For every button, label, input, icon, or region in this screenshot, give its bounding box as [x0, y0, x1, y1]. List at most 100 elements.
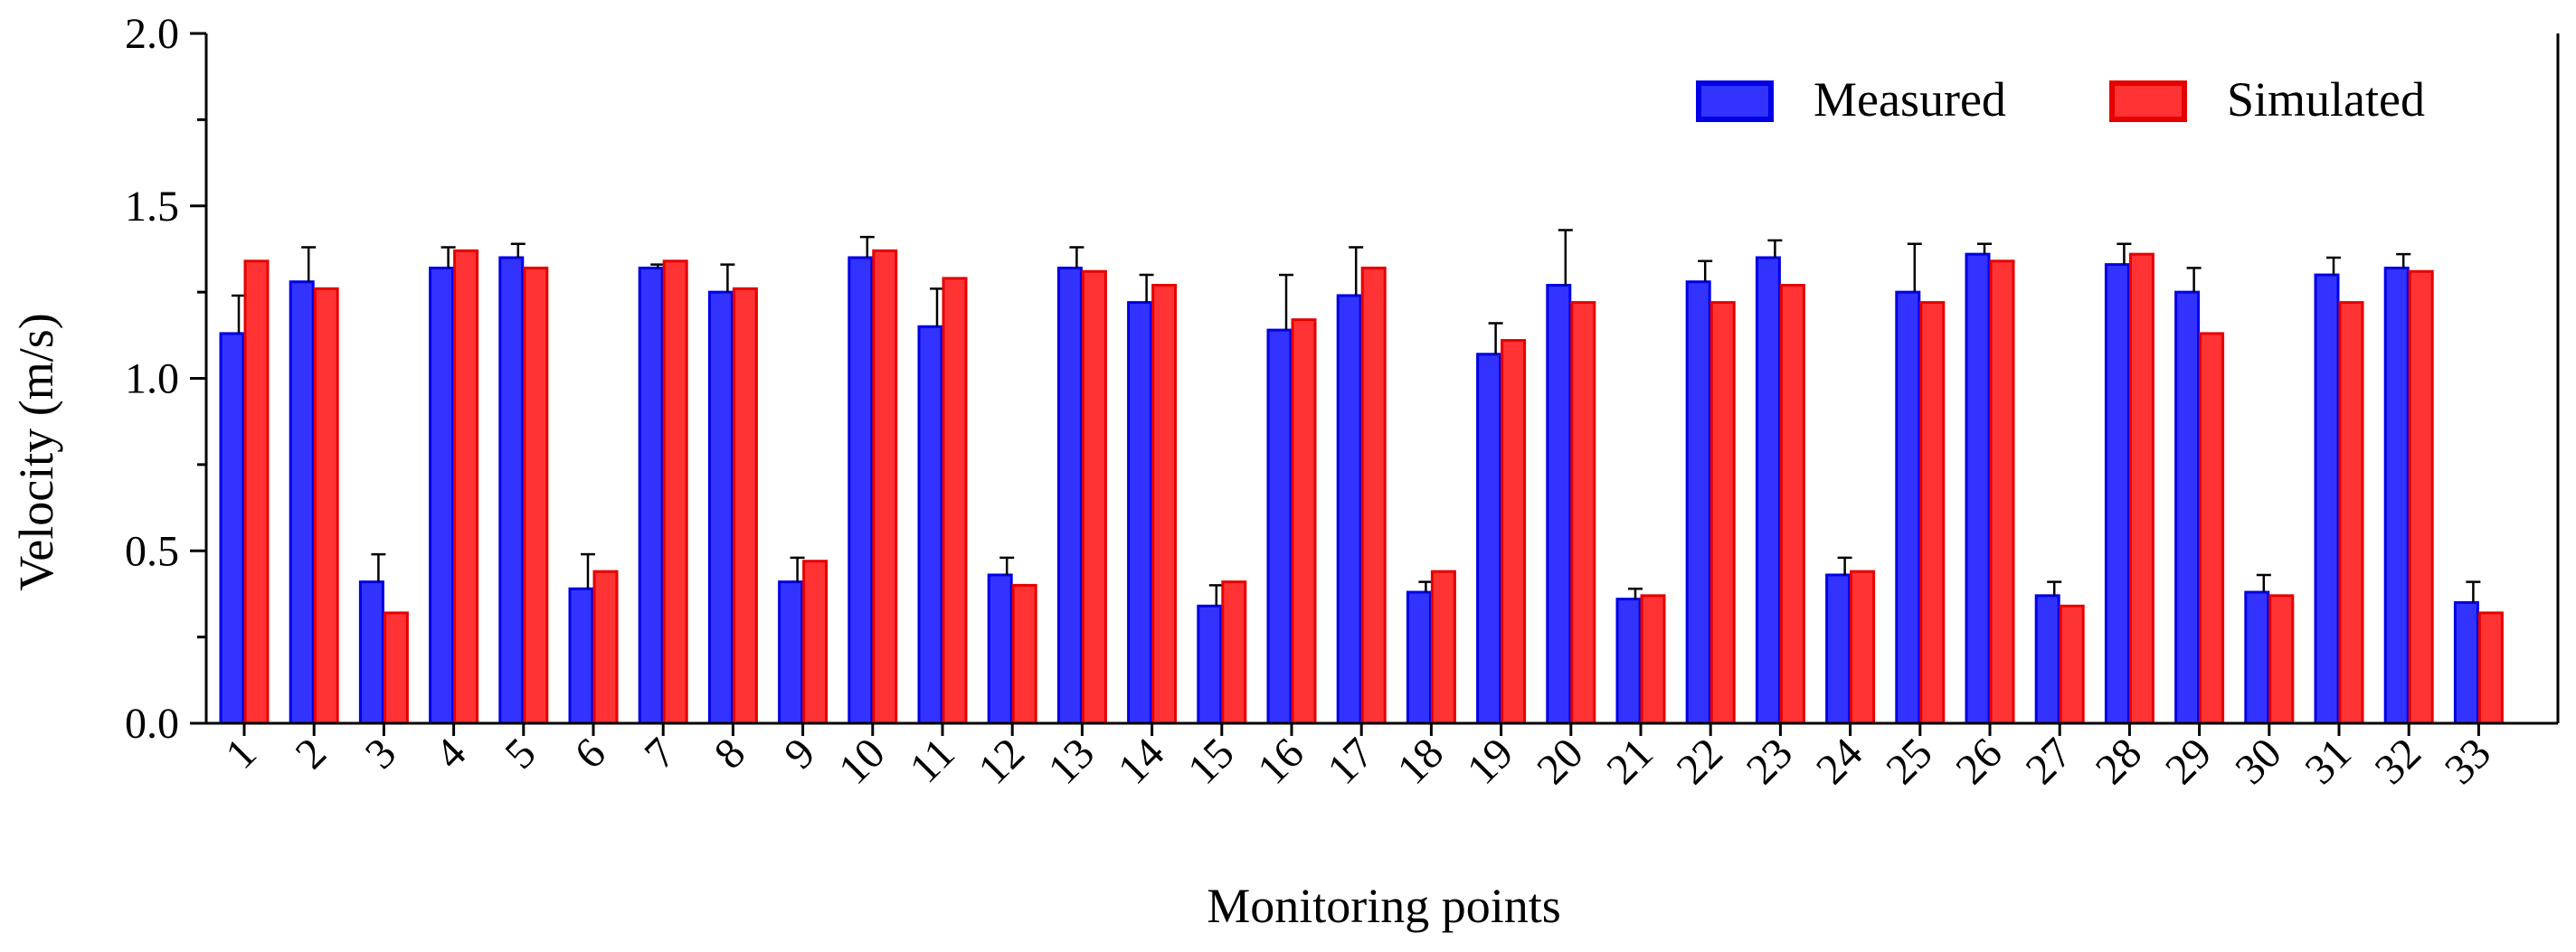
bar-simulated: [1501, 339, 1527, 725]
bar-measured: [1336, 294, 1362, 725]
bar-measured: [219, 332, 245, 725]
bar-measured: [289, 280, 315, 725]
x-tick-label: 23: [1738, 729, 1802, 793]
bar-simulated: [802, 560, 829, 725]
bar-measured: [987, 573, 1013, 725]
y-tick-label: 1.0: [125, 355, 179, 403]
bar-simulated: [1850, 570, 1876, 725]
bar-simulated: [872, 249, 898, 725]
x-tick-label: 13: [1039, 729, 1103, 793]
x-tick-label: 14: [1109, 729, 1173, 793]
legend-swatch-measured: [1696, 80, 1774, 122]
bar-simulated: [2338, 301, 2364, 725]
bar-simulated: [1640, 594, 1666, 725]
x-tick-label: 2: [287, 729, 336, 778]
x-tick-label: 10: [829, 729, 894, 793]
bar-simulated: [1291, 318, 1317, 725]
x-tick-label: 28: [2087, 729, 2151, 793]
bar-measured: [1825, 573, 1852, 725]
x-tick-label: 19: [1458, 729, 1522, 793]
x-tick-label: 21: [1597, 729, 1662, 793]
bar-measured: [2383, 266, 2410, 725]
bar-measured: [2174, 290, 2201, 725]
x-tick-label: 31: [2296, 729, 2360, 793]
x-tick-label: 18: [1388, 729, 1453, 793]
bar-measured: [2453, 600, 2479, 725]
bar-simulated: [1430, 570, 1456, 725]
bar-measured: [2244, 590, 2270, 725]
x-tick-label: 24: [1807, 729, 1871, 793]
bar-measured: [917, 325, 943, 725]
bar-simulated: [1989, 259, 2015, 725]
x-tick-label: 32: [2366, 729, 2430, 793]
bar-measured: [1127, 301, 1153, 725]
x-tick-label: 3: [356, 729, 405, 778]
bar-measured: [638, 266, 664, 725]
bar-measured: [1755, 256, 1781, 725]
bar-measured: [2314, 273, 2340, 725]
x-tick-label: 12: [970, 729, 1034, 793]
bar-measured: [358, 580, 384, 725]
bar-measured: [1197, 604, 1223, 725]
bar-measured: [1406, 590, 1432, 725]
y-tick-label: 2.0: [125, 10, 179, 58]
x-tick-label: 16: [1248, 729, 1312, 793]
x-tick-label: 4: [426, 729, 475, 778]
y-tick-label: 1.5: [125, 183, 179, 231]
y-ticks: 0.0 0.5 1.0 1.5 2.0: [125, 10, 206, 748]
bar-simulated: [2477, 611, 2504, 725]
bar-simulated: [1360, 266, 1387, 725]
bar-simulated: [942, 277, 968, 725]
x-tick-label: 17: [1319, 729, 1383, 793]
x-tick-label: 20: [1528, 729, 1592, 793]
x-tick-label: 6: [565, 729, 614, 778]
bar-simulated: [523, 266, 549, 725]
bar-simulated: [383, 611, 409, 725]
x-tick-label: 22: [1668, 729, 1732, 793]
bar-simulated: [1709, 301, 1736, 725]
bar-simulated: [243, 259, 270, 725]
bar-measured: [498, 256, 525, 725]
bar-simulated: [592, 570, 619, 725]
bar-simulated: [1151, 283, 1178, 725]
bar-simulated: [2199, 332, 2225, 725]
bar-simulated: [2128, 252, 2155, 725]
bar-simulated: [453, 249, 479, 725]
bar-simulated: [2059, 604, 2085, 725]
bar-measured: [1965, 252, 1991, 725]
bar-measured: [568, 587, 594, 725]
x-tick-label: 5: [496, 729, 545, 778]
bar-measured: [1895, 290, 1921, 725]
x-ticks: 1 2 3 4 5 6 7 8 9 10 11 12 13 14 15 16 17 18 19 20 21 22 23 24 2…: [216, 723, 2500, 794]
bar-measured: [778, 580, 804, 725]
x-tick-label: 30: [2226, 729, 2290, 793]
bar-measured: [1056, 266, 1083, 725]
bar-measured: [1476, 353, 1502, 725]
bar-simulated: [313, 287, 339, 725]
bar-measured: [707, 290, 734, 725]
y-tick-label: 0.0: [125, 700, 179, 748]
bar-measured: [1615, 598, 1642, 725]
legend: Measured Simulated: [1696, 72, 2425, 127]
x-tick-label: 29: [2156, 729, 2221, 793]
x-tick-label: 15: [1179, 729, 1243, 793]
bar-simulated: [2268, 594, 2295, 725]
bar-measured: [429, 266, 455, 725]
x-tick-label: 1: [216, 729, 265, 778]
bar-simulated: [732, 287, 758, 725]
bar-measured: [1685, 280, 1711, 725]
bar-simulated: [1221, 580, 1247, 725]
bar-measured: [2034, 594, 2060, 725]
bar-measured: [1546, 283, 1572, 725]
y-axis-title: Velocity (m/s): [9, 313, 63, 590]
bar-simulated: [1570, 301, 1596, 725]
x-tick-label: 11: [901, 729, 964, 792]
bar-simulated: [662, 259, 688, 725]
x-tick-label: 27: [2017, 729, 2081, 793]
x-axis-title: Monitoring points: [1207, 879, 1561, 933]
y-tick-label: 0.5: [125, 527, 179, 575]
x-tick-label: 7: [636, 729, 685, 778]
x-tick-label: 9: [775, 729, 824, 778]
